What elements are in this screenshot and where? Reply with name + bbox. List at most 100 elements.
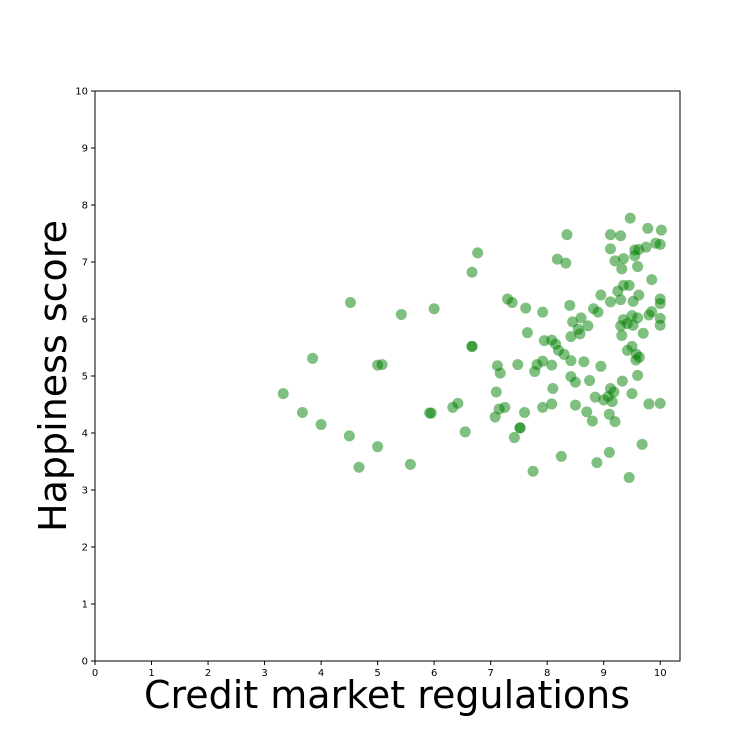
data-point (546, 398, 558, 410)
y-axis-title: Happiness score (31, 220, 75, 532)
data-point (581, 406, 593, 418)
y-tick-label: 10 (75, 87, 88, 98)
data-point (547, 383, 559, 395)
x-tick-label: 9 (601, 668, 607, 679)
data-point (376, 359, 388, 371)
x-tick-label: 1 (148, 668, 154, 679)
data-point (642, 222, 654, 234)
data-point (519, 406, 531, 418)
data-point (615, 294, 627, 306)
data-point (404, 458, 416, 470)
data-point (606, 396, 618, 408)
data-point (506, 296, 518, 308)
y-tick-label: 2 (82, 543, 88, 554)
y-tick-label: 5 (82, 372, 88, 383)
data-point (565, 331, 577, 343)
data-point (537, 306, 549, 318)
data-point (466, 340, 478, 352)
data-point (632, 369, 644, 381)
data-point (586, 415, 598, 427)
data-point (514, 422, 526, 434)
data-point (569, 399, 581, 411)
data-point (636, 438, 648, 450)
data-point (654, 238, 666, 250)
data-point (643, 398, 655, 410)
x-axis: 0 1 2 3 4 5 6 7 8 9 10 (92, 661, 667, 679)
data-point (561, 229, 573, 241)
data-point (626, 388, 638, 400)
data-point (604, 229, 616, 241)
data-point (537, 355, 549, 367)
data-point (604, 296, 616, 308)
data-points (277, 212, 667, 483)
data-point (604, 243, 616, 255)
data-point (646, 274, 658, 286)
data-point (425, 407, 437, 419)
data-point (608, 386, 620, 398)
data-point (575, 312, 587, 324)
x-tick-label: 6 (431, 668, 437, 679)
data-point (344, 296, 356, 308)
data-point (654, 312, 666, 324)
data-point (609, 416, 621, 428)
y-axis: 0 1 2 3 4 5 6 7 8 9 10 (75, 87, 95, 668)
data-point (428, 303, 440, 315)
data-point (537, 401, 549, 413)
data-point (595, 360, 607, 372)
data-point (353, 461, 365, 473)
data-point (527, 465, 539, 477)
data-point (616, 263, 628, 275)
data-point (632, 261, 644, 273)
data-point (494, 367, 506, 379)
data-point (578, 356, 590, 368)
data-point (508, 432, 520, 444)
data-point (589, 391, 601, 403)
data-point (466, 266, 478, 278)
x-tick-label: 5 (374, 668, 380, 679)
data-point (512, 359, 524, 371)
data-point (637, 327, 649, 339)
y-tick-label: 1 (82, 600, 88, 611)
data-point (603, 446, 615, 458)
data-point (569, 376, 581, 388)
data-point (646, 306, 658, 318)
data-point (633, 289, 645, 301)
data-point (574, 328, 586, 340)
data-point (521, 327, 533, 339)
data-point (520, 302, 532, 314)
data-point (372, 441, 384, 453)
data-point (609, 255, 621, 267)
data-point (315, 418, 327, 430)
y-tick-label: 3 (82, 486, 88, 497)
data-point (615, 230, 627, 242)
data-point (591, 457, 603, 469)
data-point (555, 450, 567, 462)
data-point (582, 320, 594, 332)
y-tick-label: 9 (82, 144, 88, 155)
y-tick-label: 7 (82, 258, 88, 269)
data-point (546, 359, 558, 371)
data-point (633, 351, 645, 363)
data-point (623, 279, 635, 291)
y-tick-label: 8 (82, 201, 88, 212)
y-tick-label: 4 (82, 429, 88, 440)
data-point (499, 401, 511, 413)
data-point (343, 430, 355, 442)
y-tick-label: 0 (82, 657, 88, 668)
data-point (459, 426, 471, 438)
x-tick-label: 0 (92, 668, 98, 679)
data-point (655, 224, 667, 236)
data-point (565, 355, 577, 367)
data-point (595, 289, 607, 301)
data-point (296, 406, 308, 418)
x-axis-title: Credit market regulations (144, 673, 630, 717)
data-point (490, 386, 502, 398)
data-point (654, 397, 666, 409)
data-point (452, 397, 464, 409)
data-point (560, 257, 572, 269)
x-tick-label: 8 (544, 668, 550, 679)
y-tick-label: 6 (82, 315, 88, 326)
data-point (632, 312, 644, 324)
